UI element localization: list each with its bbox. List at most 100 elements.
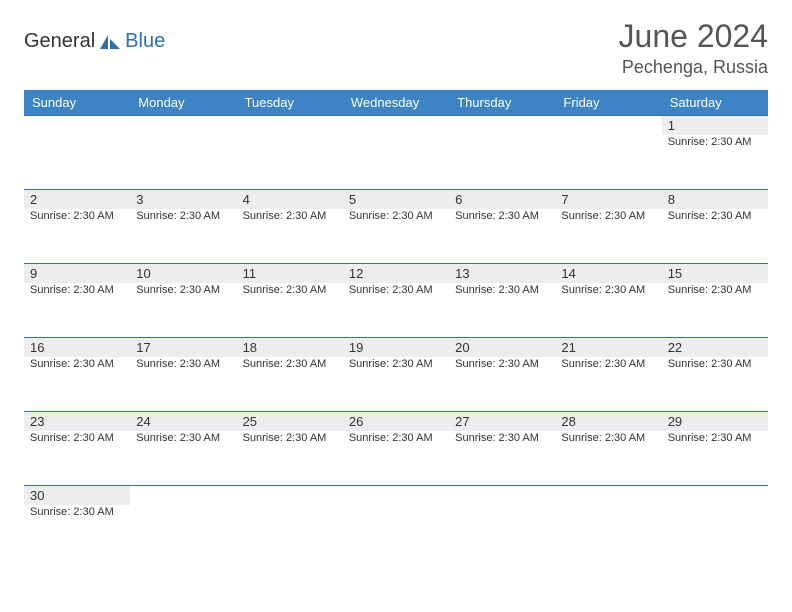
weeks-container: ......1Sunrise: 2:30 AM2Sunrise: 2:30 AM… (24, 115, 768, 545)
calendar-cell: 1Sunrise: 2:30 AM (662, 116, 768, 189)
date-number: 16 (24, 338, 130, 357)
calendar-cell: 11Sunrise: 2:30 AM (237, 264, 343, 337)
calendar-cell: 19Sunrise: 2:30 AM (343, 338, 449, 411)
date-number: 28 (555, 412, 661, 431)
sunrise-event: Sunrise: 2:30 AM (662, 431, 768, 445)
calendar-cell: 12Sunrise: 2:30 AM (343, 264, 449, 337)
date-number: 4 (237, 190, 343, 209)
calendar-cell: 21Sunrise: 2:30 AM (555, 338, 661, 411)
date-number: 27 (449, 412, 555, 431)
calendar-cell-empty: . (343, 486, 449, 545)
calendar-cell-empty: . (449, 116, 555, 189)
date-number: 8 (662, 190, 768, 209)
location: Pechenga, Russia (619, 57, 768, 78)
date-number: 26 (343, 412, 449, 431)
date-number: 23 (24, 412, 130, 431)
sunrise-event: Sunrise: 2:30 AM (343, 357, 449, 371)
calendar-cell-empty: . (343, 116, 449, 189)
sunrise-event: Sunrise: 2:30 AM (343, 431, 449, 445)
calendar-week: 16Sunrise: 2:30 AM17Sunrise: 2:30 AM18Su… (24, 337, 768, 411)
calendar-cell: 13Sunrise: 2:30 AM (449, 264, 555, 337)
calendar-cell-empty: . (24, 116, 130, 189)
sunrise-event: Sunrise: 2:30 AM (662, 209, 768, 223)
date-number: 25 (237, 412, 343, 431)
date-number: 17 (130, 338, 236, 357)
sunrise-event: Sunrise: 2:30 AM (555, 357, 661, 371)
calendar-cell: 14Sunrise: 2:30 AM (555, 264, 661, 337)
day-header-cell: Thursday (449, 90, 555, 115)
calendar-cell: 3Sunrise: 2:30 AM (130, 190, 236, 263)
date-number: 18 (237, 338, 343, 357)
header-row: General Blue June 2024 Pechenga, Russia (24, 18, 768, 78)
calendar-week: 2Sunrise: 2:30 AM3Sunrise: 2:30 AM4Sunri… (24, 189, 768, 263)
calendar-cell-empty: . (237, 116, 343, 189)
sunrise-event: Sunrise: 2:30 AM (449, 209, 555, 223)
day-header-cell: Saturday (662, 90, 768, 115)
sunrise-event: Sunrise: 2:30 AM (130, 283, 236, 297)
day-header-cell: Monday (130, 90, 236, 115)
day-header-cell: Wednesday (343, 90, 449, 115)
calendar-cell: 22Sunrise: 2:30 AM (662, 338, 768, 411)
date-number: 19 (343, 338, 449, 357)
calendar-cell: 5Sunrise: 2:30 AM (343, 190, 449, 263)
calendar-cell-empty: . (237, 486, 343, 545)
day-header-cell: Sunday (24, 90, 130, 115)
date-number: 7 (555, 190, 661, 209)
calendar-cell: 26Sunrise: 2:30 AM (343, 412, 449, 485)
calendar-cell: 29Sunrise: 2:30 AM (662, 412, 768, 485)
calendar-cell: 6Sunrise: 2:30 AM (449, 190, 555, 263)
calendar-cell-empty: . (449, 486, 555, 545)
date-number: 12 (343, 264, 449, 283)
sunrise-event: Sunrise: 2:30 AM (237, 209, 343, 223)
calendar-week: 23Sunrise: 2:30 AM24Sunrise: 2:30 AM25Su… (24, 411, 768, 485)
date-number: 20 (449, 338, 555, 357)
sunrise-event: Sunrise: 2:30 AM (555, 431, 661, 445)
date-number: 2 (24, 190, 130, 209)
calendar-cell: 9Sunrise: 2:30 AM (24, 264, 130, 337)
calendar-week: 9Sunrise: 2:30 AM10Sunrise: 2:30 AM11Sun… (24, 263, 768, 337)
calendar: SundayMondayTuesdayWednesdayThursdayFrid… (24, 90, 768, 545)
calendar-cell: 2Sunrise: 2:30 AM (24, 190, 130, 263)
date-number: 30 (24, 486, 130, 505)
sunrise-event: Sunrise: 2:30 AM (24, 431, 130, 445)
sunrise-event: Sunrise: 2:30 AM (130, 431, 236, 445)
calendar-cell-empty: . (662, 486, 768, 545)
date-number: 29 (662, 412, 768, 431)
calendar-cell-empty: . (555, 116, 661, 189)
calendar-cell: 4Sunrise: 2:30 AM (237, 190, 343, 263)
sunrise-event: Sunrise: 2:30 AM (662, 283, 768, 297)
date-number: 15 (662, 264, 768, 283)
calendar-cell-empty: . (130, 116, 236, 189)
date-number: 22 (662, 338, 768, 357)
logo-text-blue: Blue (125, 30, 165, 53)
calendar-cell: 10Sunrise: 2:30 AM (130, 264, 236, 337)
calendar-cell-empty: . (130, 486, 236, 545)
date-number: 3 (130, 190, 236, 209)
sunrise-event: Sunrise: 2:30 AM (662, 357, 768, 371)
month-title: June 2024 (619, 18, 768, 55)
sunrise-event: Sunrise: 2:30 AM (555, 283, 661, 297)
sunrise-event: Sunrise: 2:30 AM (24, 283, 130, 297)
date-number: 9 (24, 264, 130, 283)
calendar-cell: 27Sunrise: 2:30 AM (449, 412, 555, 485)
date-number: 5 (343, 190, 449, 209)
calendar-week: ......1Sunrise: 2:30 AM (24, 115, 768, 189)
sunrise-event: Sunrise: 2:30 AM (237, 357, 343, 371)
sunrise-event: Sunrise: 2:30 AM (130, 357, 236, 371)
logo-sail-icon (99, 33, 121, 51)
day-header-row: SundayMondayTuesdayWednesdayThursdayFrid… (24, 90, 768, 115)
calendar-cell: 28Sunrise: 2:30 AM (555, 412, 661, 485)
sunrise-event: Sunrise: 2:30 AM (24, 357, 130, 371)
sunrise-event: Sunrise: 2:30 AM (449, 283, 555, 297)
logo: General Blue (24, 30, 165, 53)
calendar-week: 30Sunrise: 2:30 AM...... (24, 485, 768, 545)
sunrise-event: Sunrise: 2:30 AM (555, 209, 661, 223)
sunrise-event: Sunrise: 2:30 AM (130, 209, 236, 223)
calendar-cell: 18Sunrise: 2:30 AM (237, 338, 343, 411)
calendar-cell: 15Sunrise: 2:30 AM (662, 264, 768, 337)
logo-text-general: General (24, 30, 95, 53)
calendar-cell: 30Sunrise: 2:30 AM (24, 486, 130, 545)
sunrise-event: Sunrise: 2:30 AM (343, 283, 449, 297)
sunrise-event: Sunrise: 2:30 AM (237, 283, 343, 297)
day-header-cell: Friday (555, 90, 661, 115)
